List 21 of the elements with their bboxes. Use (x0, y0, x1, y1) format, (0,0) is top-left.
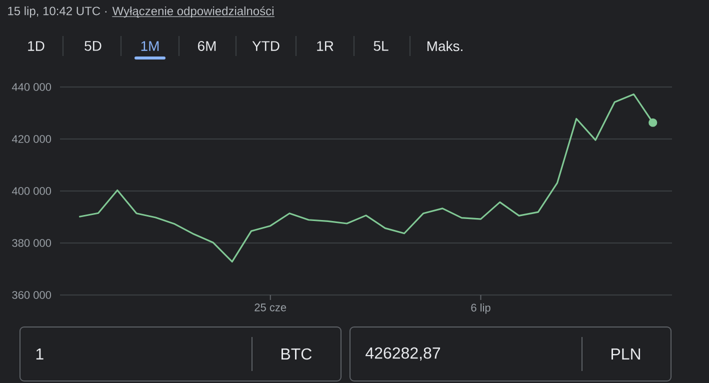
y-tick-label: 440 000 (12, 83, 52, 91)
text: Maks. (427, 40, 462, 52)
text: 1M (141, 41, 159, 51)
text: 15 lip, 10:42 UTC · (8, 6, 106, 18)
text: 5L (374, 41, 388, 51)
text: Wyłączenie odpowiedzialności (112, 6, 274, 18)
text: YTD (252, 41, 280, 51)
y-tick-label: 380 000 (12, 239, 52, 247)
y-tick-label: 420 000 (12, 135, 52, 143)
text: BTC (282, 348, 312, 360)
x-tick-label: 6 lip (471, 304, 490, 314)
x-tick-label: 25 cze (254, 304, 286, 312)
text: 1 (36, 348, 44, 360)
y-tick-label: 400 000 (12, 187, 52, 195)
text: 6M (198, 41, 216, 51)
y-tick-label: 360 000 (12, 291, 52, 299)
text: 5D (84, 41, 102, 51)
text: 426282,87 (366, 347, 440, 361)
text: PLN (612, 348, 640, 360)
text: 1D (28, 41, 44, 51)
text: 1R (317, 41, 334, 51)
